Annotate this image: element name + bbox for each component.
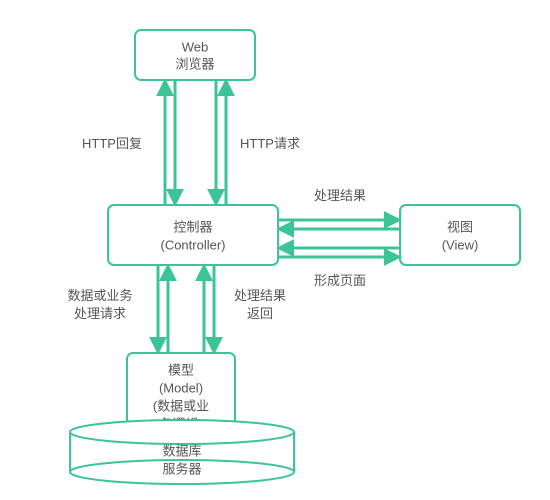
node-db: 数据库 服务器	[70, 420, 294, 484]
node-browser: Web 浏览器	[135, 30, 255, 80]
edge-process-result: 处理结果	[278, 188, 400, 229]
process-return-label2: 返回	[247, 306, 273, 321]
edge-data-request: 数据或业务 处理请求	[67, 265, 168, 353]
process-result-label: 处理结果	[314, 188, 366, 203]
view-line1: 视图	[447, 219, 473, 234]
node-view: 视图 (View)	[400, 205, 520, 265]
model-line2: (Model)	[159, 380, 203, 395]
http-request-label: HTTP请求	[240, 136, 300, 151]
controller-line1: 控制器	[173, 219, 212, 234]
browser-line1: Web	[182, 39, 209, 54]
node-controller: 控制器 (Controller)	[108, 205, 278, 265]
edge-http-request: HTTP请求	[216, 80, 300, 205]
model-line1: 模型	[168, 362, 194, 377]
http-response-label: HTTP回复	[82, 136, 142, 151]
edge-form-page: 形成页面	[278, 248, 400, 288]
edge-process-return: 处理结果 返回	[204, 265, 286, 353]
browser-line2: 浏览器	[175, 56, 214, 71]
edge-http-response: HTTP回复	[82, 80, 175, 205]
data-request-label1: 数据或业务	[67, 288, 132, 303]
form-page-label: 形成页面	[314, 273, 366, 288]
process-return-label1: 处理结果	[234, 288, 286, 303]
data-request-label2: 处理请求	[74, 306, 126, 321]
controller-line2: (Controller)	[160, 237, 225, 252]
view-line2: (View)	[442, 237, 479, 252]
model-line3: (数据或业	[153, 398, 209, 413]
db-line1: 数据库	[162, 443, 201, 458]
mvc-diagram: Web 浏览器 控制器 (Controller) 视图 (View) 模型 (M…	[0, 0, 550, 500]
db-line2: 服务器	[162, 461, 201, 476]
